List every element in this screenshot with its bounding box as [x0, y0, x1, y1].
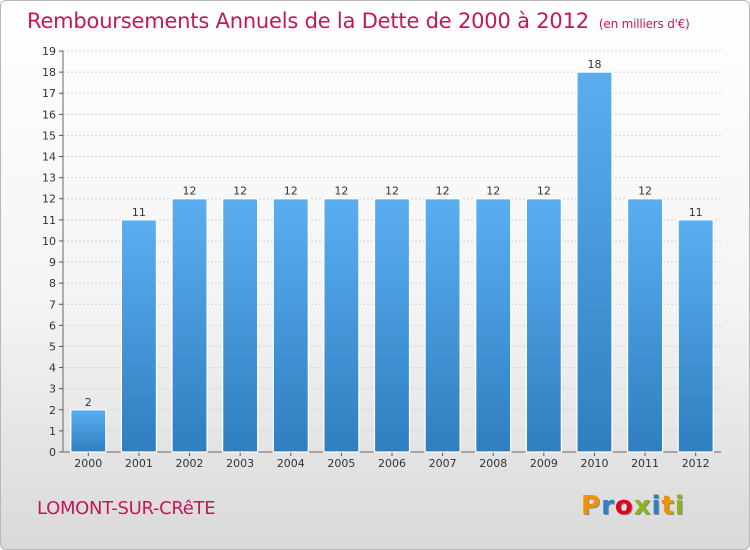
y-tick-label: 16 [42, 108, 56, 121]
x-tick-label-2010: 2010 [580, 457, 608, 470]
y-tick-label: 19 [42, 45, 56, 58]
value-label-2000: 2 [85, 396, 92, 409]
logo-letter: r [601, 491, 615, 521]
bar-2009[interactable] [525, 198, 562, 453]
y-tick-label: 12 [42, 193, 56, 206]
logo-letter: x [633, 491, 652, 521]
value-label-2011: 12 [638, 185, 652, 198]
bar-2002[interactable] [171, 198, 208, 453]
y-tick-label: 18 [42, 66, 56, 79]
x-tick-label-2008: 2008 [479, 457, 507, 470]
x-tick-label-2004: 2004 [277, 457, 305, 470]
bar-2000[interactable] [70, 409, 107, 453]
logo-letter: i [651, 491, 662, 521]
value-label-2010: 18 [587, 58, 601, 71]
value-label-2008: 12 [486, 185, 500, 198]
bars [70, 71, 714, 453]
bar-2007[interactable] [424, 198, 461, 453]
bar-2005[interactable] [323, 198, 360, 453]
proxiti-logo[interactable]: Proxiti [581, 491, 685, 521]
value-label-2001: 11 [132, 206, 146, 219]
y-tick-label: 11 [42, 214, 56, 227]
value-label-2009: 12 [537, 185, 551, 198]
labels: 0123456789101112131415161718192200011200… [42, 45, 710, 470]
x-tick-label-2009: 2009 [530, 457, 558, 470]
value-label-2012: 11 [689, 206, 703, 219]
x-tick-label-2007: 2007 [429, 457, 457, 470]
x-tick-label-2006: 2006 [378, 457, 406, 470]
value-label-2002: 12 [183, 185, 197, 198]
x-tick-label-2005: 2005 [327, 457, 355, 470]
x-tick-label-2002: 2002 [176, 457, 204, 470]
bar-2004[interactable] [272, 198, 309, 453]
bar-2008[interactable] [475, 198, 512, 453]
chart-unit: (en milliers d'€) [598, 17, 690, 31]
x-tick-label-2011: 2011 [631, 457, 659, 470]
logo-letter: i [674, 491, 685, 521]
y-tick-label: 7 [49, 298, 56, 311]
y-tick-label: 1 [49, 425, 56, 438]
value-label-2004: 12 [284, 185, 298, 198]
bar-2010[interactable] [576, 71, 613, 453]
y-tick-label: 13 [42, 172, 56, 185]
logo-letter: t [661, 491, 675, 521]
bar-2012[interactable] [677, 219, 714, 453]
y-tick-label: 4 [49, 362, 56, 375]
y-tick-label: 0 [49, 446, 56, 459]
logo-letter: o [614, 491, 634, 521]
chart-title-text: Remboursements Annuels de la Dette de 20… [27, 9, 589, 33]
y-tick-label: 17 [42, 87, 56, 100]
bar-2006[interactable] [373, 198, 411, 453]
value-label-2006: 12 [385, 185, 399, 198]
x-tick-label-2000: 2000 [74, 457, 102, 470]
value-label-2007: 12 [436, 185, 450, 198]
x-tick-label-2012: 2012 [682, 457, 710, 470]
y-tick-label: 3 [49, 383, 56, 396]
y-tick-label: 14 [42, 151, 56, 164]
bar-2003[interactable] [222, 198, 259, 453]
chart-title: Remboursements Annuels de la Dette de 20… [27, 9, 690, 33]
commune-name: LOMONT-SUR-CRêTE [37, 498, 216, 519]
x-tick-label-2001: 2001 [125, 457, 153, 470]
y-tick-label: 5 [49, 340, 56, 353]
logo-letter: P [581, 491, 602, 521]
y-tick-label: 15 [42, 129, 56, 142]
y-tick-label: 9 [49, 256, 56, 269]
bar-2011[interactable] [626, 198, 664, 453]
y-tick-label: 8 [49, 277, 56, 290]
y-tick-label: 10 [42, 235, 56, 248]
y-tick-label: 6 [49, 319, 56, 332]
value-label-2003: 12 [233, 185, 247, 198]
y-tick-label: 2 [49, 404, 56, 417]
value-label-2005: 12 [334, 185, 348, 198]
x-tick-label-2003: 2003 [226, 457, 254, 470]
bar-2001[interactable] [120, 219, 158, 453]
